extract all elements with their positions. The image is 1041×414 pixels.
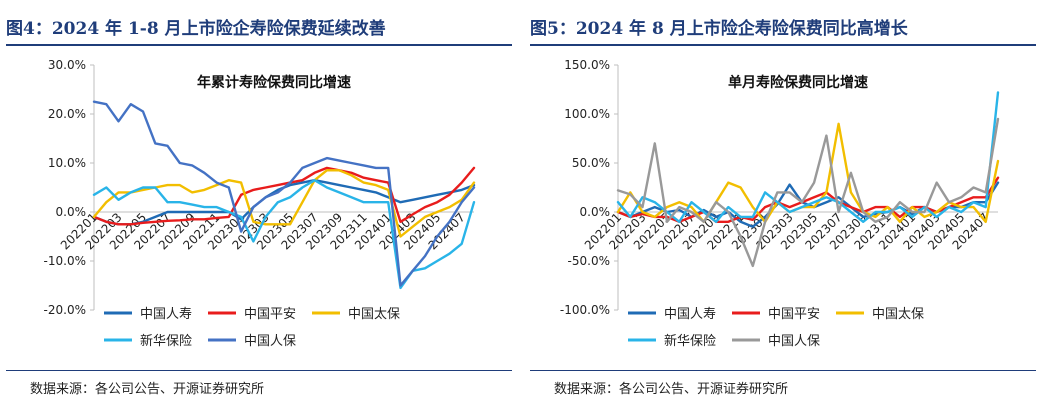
legend-label: 中国太保 xyxy=(872,307,924,322)
legend-label: 新华保险 xyxy=(140,333,192,349)
legend-label: 中国平安 xyxy=(244,307,296,322)
legend-label: 中国人保 xyxy=(244,334,296,349)
series-line xyxy=(616,176,1000,224)
y-tick-label: 150.0% xyxy=(564,58,610,72)
y-tick-label: 0.0% xyxy=(56,205,87,219)
legend-label: 中国太保 xyxy=(348,307,400,322)
right-panel: 图5：2024 年 8 月上市险企寿险保费同比高增长 150.0% 100.0% 5… xyxy=(530,0,1036,414)
chart-monthly-premium-growth: 150.0% 100.0% 50.0% 0.0% -50.0% -100.0% 单月寿险保费… xyxy=(560,58,1000,349)
y-tick-label: -10.0% xyxy=(44,254,86,268)
series-line xyxy=(616,117,1000,268)
source-note: 数据来源：各公司公告、开源证券研究所 xyxy=(30,382,265,397)
chart-title: 单月寿险保费同比增速 xyxy=(728,74,868,91)
figure-title-text: 图5：2024 年 8 月上市险企寿险保费同比高增长 xyxy=(530,19,908,39)
series-line xyxy=(92,169,476,238)
y-tick-label: 50.0% xyxy=(572,156,610,170)
y-tick-label: -100.0% xyxy=(560,303,610,317)
y-tick-label: -20.0% xyxy=(44,303,86,317)
source-divider xyxy=(6,370,512,371)
legend-label: 中国人寿 xyxy=(664,307,716,322)
source-divider xyxy=(530,370,1036,371)
chart-cumulative-premium-growth: 30.0% 20.0% 10.0% 0.0% -10.0% -20.0% 年累计寿险保费同比… xyxy=(44,58,476,349)
y-tick-label: 100.0% xyxy=(564,107,610,121)
left-panel: 图4：2024 年 1-8 月上市险企寿险保费延续改善 30.0% 20.0% 10… xyxy=(6,0,512,414)
y-tick-label: 30.0% xyxy=(48,58,86,72)
legend-label: 中国人寿 xyxy=(140,307,192,322)
figure-title: 图4：2024 年 1-8 月上市险企寿险保费延续改善 xyxy=(6,14,512,46)
series-line xyxy=(616,91,1000,224)
chart-title: 年累计寿险保费同比增速 xyxy=(197,74,351,91)
legend-label: 新华保险 xyxy=(664,333,716,349)
y-tick-label: 20.0% xyxy=(48,107,86,121)
title-underline xyxy=(6,44,512,46)
figure-title: 图5：2024 年 8 月上市险企寿险保费同比高增长 xyxy=(530,14,1036,46)
series-line xyxy=(616,122,1000,224)
figure-title-text: 图4：2024 年 1-8 月上市险企寿险保费延续改善 xyxy=(6,19,386,39)
title-underline xyxy=(530,44,1036,46)
legend-label: 中国人保 xyxy=(768,334,820,349)
y-tick-label: 10.0% xyxy=(48,156,86,170)
y-tick-label: 0.0% xyxy=(580,205,611,219)
y-tick-label: -50.0% xyxy=(568,254,610,268)
series-line xyxy=(92,100,476,287)
source-note: 数据来源：各公司公告、开源证券研究所 xyxy=(554,382,789,397)
series-line xyxy=(92,166,476,226)
legend-label: 中国平安 xyxy=(768,307,820,322)
